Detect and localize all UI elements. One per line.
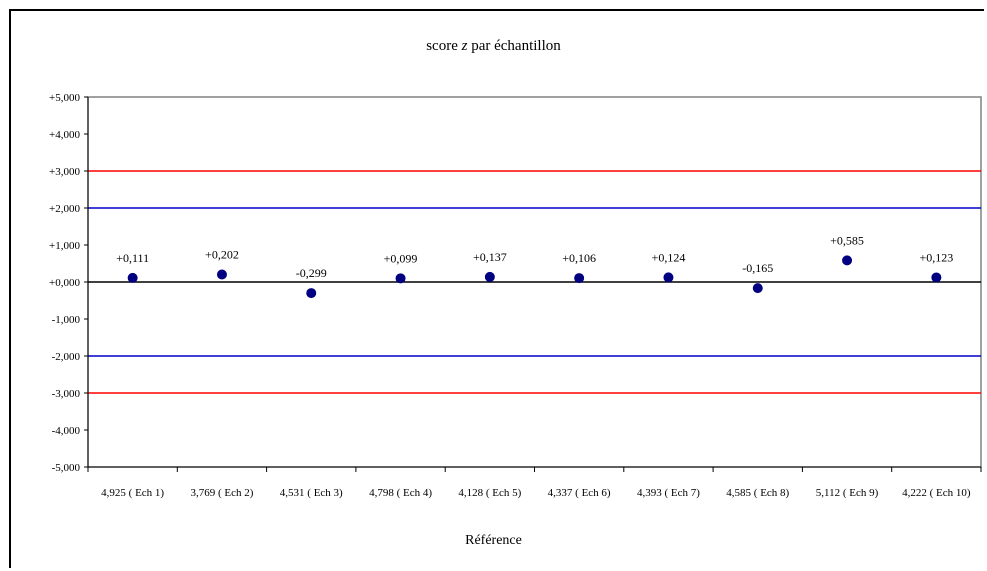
x-tick-label: 4,337 ( Ech 6) [548,487,611,499]
y-tick-label: +4,000 [49,129,80,141]
data-point [216,269,227,280]
y-tick-label: +3,000 [49,166,80,178]
chart-title-prefix: score [426,38,462,54]
data-label: +0,111 [116,251,149,265]
x-tick-label: 4,128 ( Ech 5) [458,487,521,499]
y-tick-label: -1,000 [52,314,81,326]
y-tick-label: -2,000 [52,351,81,363]
data-label: +0,123 [919,250,953,264]
data-point [931,272,942,283]
y-tick-label: +1,000 [49,240,80,252]
data-label: +0,585 [830,233,864,247]
data-point [395,273,406,284]
y-tick-label: +5,000 [49,92,80,104]
y-tick-label: -5,000 [52,462,81,474]
data-point [484,271,495,282]
x-tick-label: 4,925 ( Ech 1) [101,487,164,499]
x-axis-label: Référence [465,533,522,548]
data-point [127,272,138,283]
data-label: +0,137 [473,250,507,264]
y-tick-label: -4,000 [52,425,81,437]
y-tick-label: +2,000 [49,203,80,215]
x-tick-label: 4,585 ( Ech 8) [726,487,789,499]
x-tick-label: 4,798 ( Ech 4) [369,487,432,499]
x-tick-label: 4,222 ( Ech 10) [902,487,971,499]
y-tick-label: -3,000 [52,388,81,400]
data-point [306,288,317,299]
data-label: +0,202 [205,248,239,262]
y-tick-label: +0,000 [49,277,80,289]
chart-title-variable: z [461,38,468,54]
data-label: +0,099 [384,251,418,265]
chart-title-suffix: par échantillon [467,38,561,54]
data-label: -0,165 [742,261,773,275]
data-label: +0,106 [562,251,596,265]
data-point [574,273,585,284]
x-tick-label: 5,112 ( Ech 9) [816,487,879,499]
x-tick-label: 4,393 ( Ech 7) [637,487,700,499]
x-tick-label: 4,531 ( Ech 3) [280,487,343,499]
data-point [842,255,853,266]
data-label: -0,299 [296,266,327,280]
data-label: +0,124 [652,250,686,264]
chart-title: score z par échantillon [0,38,987,55]
data-point [663,272,674,283]
data-point [752,283,763,294]
x-tick-label: 3,769 ( Ech 2) [190,487,253,499]
